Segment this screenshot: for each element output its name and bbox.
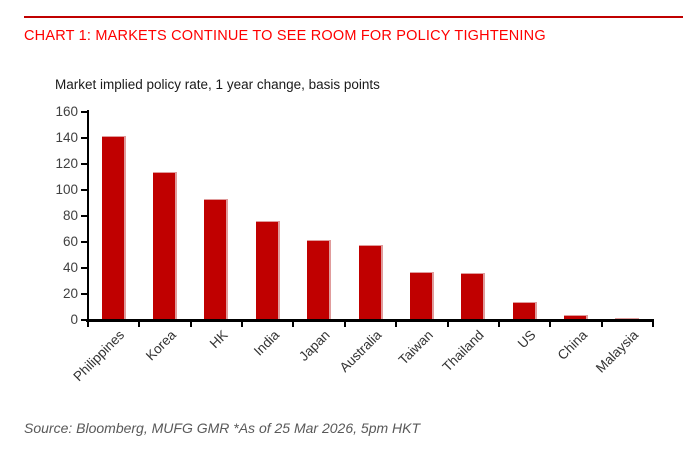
bar-taiwan [409,272,434,319]
x-axis-tick [343,322,346,327]
y-axis-tick [81,214,87,217]
bar-india [255,221,280,319]
y-axis-tick-label: 100 [55,181,78,197]
x-axis-category-label: Philippines [70,327,128,385]
y-axis-line [87,110,89,322]
x-axis-category-label: Australia [336,327,385,376]
x-axis-category-label: Taiwan [395,327,436,368]
x-axis-category-label: India [250,327,282,359]
x-axis-tick [446,322,449,327]
x-axis-line [86,319,654,322]
x-axis-category-label: Japan [296,327,334,364]
y-axis-tick-label: 20 [62,285,78,301]
bar-japan [307,240,332,319]
x-axis-tick [395,322,398,327]
x-axis-tick [497,322,500,327]
y-axis-tick-label: 120 [55,155,78,171]
y-axis-tick [81,162,87,165]
source-note: Source: Bloomberg, MUFG GMR *As of 25 Ma… [24,420,421,436]
bar-philippines [101,136,126,319]
bar-us [512,302,537,319]
y-axis-tick [81,266,87,269]
x-axis-tick [652,322,654,327]
y-axis-tick-label: 160 [55,103,78,119]
x-axis-category-label: Thailand [439,327,488,375]
y-axis-tick [81,110,87,113]
x-axis-tick [87,322,89,327]
y-axis-tick [81,240,87,243]
bar-malaysia [615,318,640,319]
x-axis-category-label: HK [206,327,231,352]
bar-hk [204,199,229,319]
chart-heading: CHART 1: MARKETS CONTINUE TO SEE ROOM FO… [24,28,546,44]
y-axis-tick-label: 60 [62,233,78,249]
x-axis-category-label: US [514,327,539,352]
bar-china [563,315,588,319]
x-axis-category-label: Korea [142,327,179,364]
bar-australia [358,245,383,319]
x-axis-tick [138,322,141,327]
x-axis-tick [189,322,192,327]
y-axis-tick-label: 80 [62,207,78,223]
y-axis-tick-label: 0 [70,311,78,327]
x-axis-tick [600,322,603,327]
x-axis-tick [241,322,244,327]
y-axis-tick [81,188,87,191]
bar-thailand [461,273,486,319]
x-axis-tick [549,322,552,327]
chart-subtitle: Market implied policy rate, 1 year chang… [55,77,380,92]
y-axis-tick [81,318,87,321]
y-axis-tick [81,292,87,295]
y-axis-tick-label: 40 [62,259,78,275]
bar-korea [153,172,178,319]
x-axis-category-label: China [554,327,590,363]
x-axis-tick [292,322,295,327]
y-axis-tick [81,136,87,139]
y-axis-tick-label: 140 [55,129,78,145]
x-axis-category-label: Malaysia [592,327,642,376]
header-divider [24,16,683,18]
